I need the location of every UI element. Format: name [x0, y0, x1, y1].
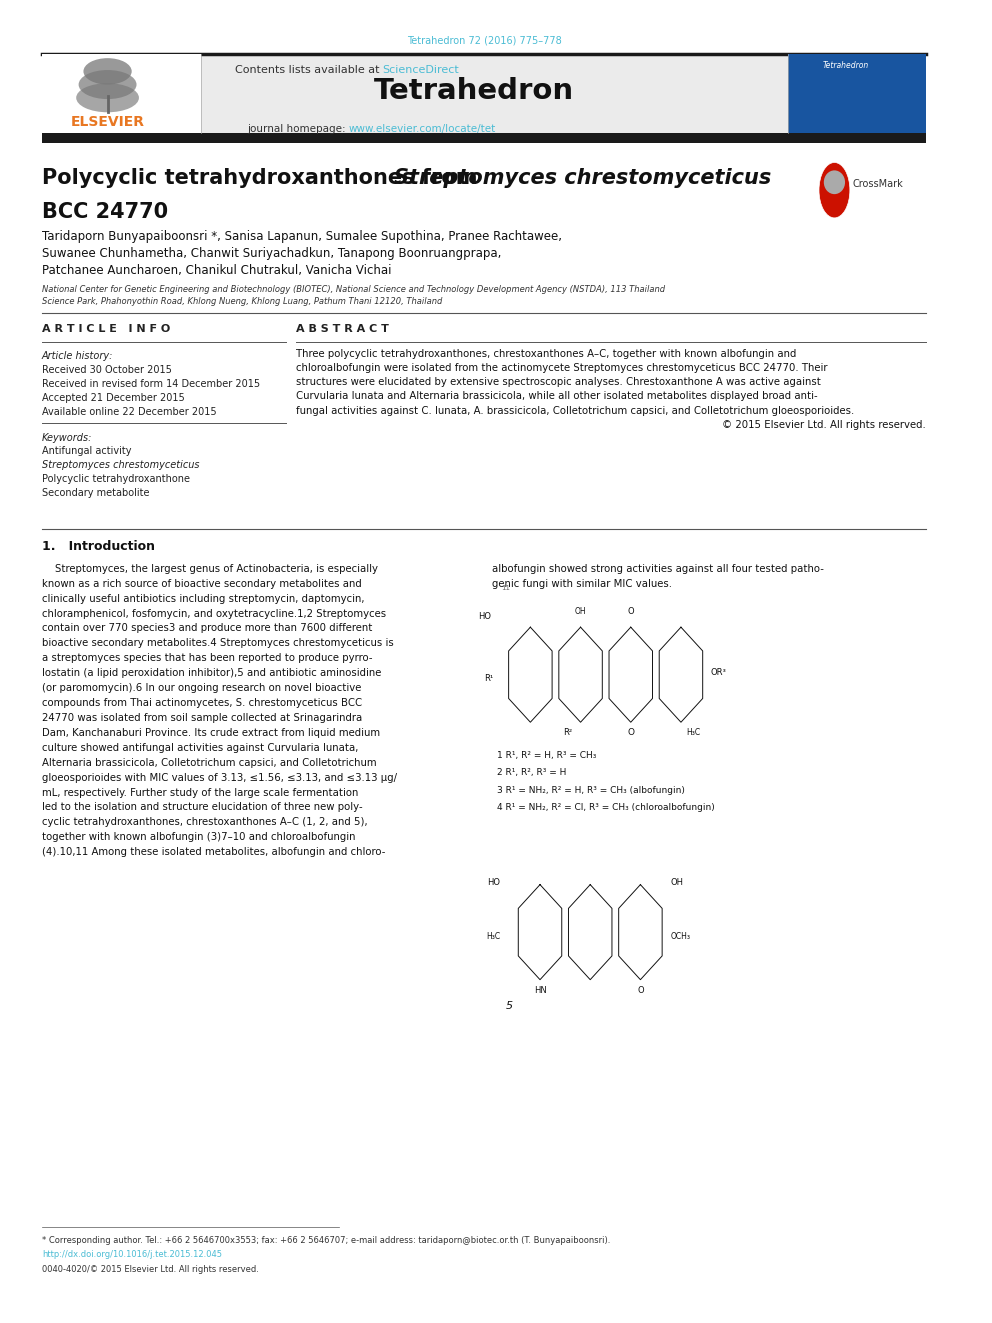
Text: Science Park, Phahonyothin Road, Khlong Nueng, Khlong Luang, Pathum Thani 12120,: Science Park, Phahonyothin Road, Khlong … — [42, 298, 442, 306]
Text: OCH₃: OCH₃ — [671, 931, 690, 941]
Text: Curvularia lunata and Alternaria brassicicola, while all other isolated metaboli: Curvularia lunata and Alternaria brassic… — [296, 392, 817, 401]
Text: 3 R¹ = NH₂, R² = H, R³ = CH₃ (albofungin): 3 R¹ = NH₂, R² = H, R³ = CH₃ (albofungin… — [497, 786, 684, 795]
Text: bioactive secondary metabolites.4 Streptomyces chrestomyceticus is: bioactive secondary metabolites.4 Strept… — [42, 639, 394, 648]
Text: together with known albofungin (3)7–10 and chloroalbofungin: together with known albofungin (3)7–10 a… — [42, 832, 355, 843]
Text: Received in revised form 14 December 2015: Received in revised form 14 December 201… — [42, 378, 260, 389]
Text: O: O — [627, 729, 634, 737]
Text: Received 30 October 2015: Received 30 October 2015 — [42, 365, 172, 376]
Ellipse shape — [823, 171, 845, 194]
Text: chloramphenicol, fosfomycin, and oxytetracycline.1,2 Streptomyces: chloramphenicol, fosfomycin, and oxytetr… — [42, 609, 386, 619]
Text: Secondary metabolite: Secondary metabolite — [42, 488, 150, 497]
Text: A B S T R A C T: A B S T R A C T — [296, 324, 389, 333]
Text: culture showed antifungal activities against Curvularia lunata,: culture showed antifungal activities aga… — [42, 742, 358, 753]
Text: Patchanee Auncharoen, Chanikul Chutrakul, Vanicha Vichai: Patchanee Auncharoen, Chanikul Chutrakul… — [42, 265, 392, 277]
Text: ELSEVIER: ELSEVIER — [70, 115, 145, 130]
Text: structures were elucidated by extensive spectroscopic analyses. Chrestoxanthone : structures were elucidated by extensive … — [296, 377, 820, 388]
Text: http://dx.doi.org/10.1016/j.tet.2015.12.045: http://dx.doi.org/10.1016/j.tet.2015.12.… — [42, 1250, 222, 1259]
Text: OH: OH — [574, 607, 586, 617]
Text: compounds from Thai actinomycetes, S. chrestomyceticus BCC: compounds from Thai actinomycetes, S. ch… — [42, 699, 362, 708]
Text: 11: 11 — [501, 585, 510, 591]
Text: CrossMark: CrossMark — [853, 179, 904, 189]
Bar — [42, 54, 927, 134]
Text: OR³: OR³ — [711, 668, 727, 676]
Text: O: O — [628, 607, 634, 617]
Text: A R T I C L E   I N F O: A R T I C L E I N F O — [42, 324, 171, 333]
Text: Streptomyces chrestomyceticus: Streptomyces chrestomyceticus — [394, 168, 772, 188]
Text: 1 R¹, R² = H, R³ = CH₃: 1 R¹, R² = H, R³ = CH₃ — [497, 751, 596, 761]
Text: albofungin showed strong activities against all four tested patho-: albofungin showed strong activities agai… — [492, 564, 823, 574]
Text: 5: 5 — [506, 1000, 513, 1011]
Text: Article history:: Article history: — [42, 351, 113, 361]
Text: Three polycyclic tetrahydroxanthones, chrestoxanthones A–C, together with known : Three polycyclic tetrahydroxanthones, ch… — [296, 348, 797, 359]
Ellipse shape — [78, 70, 137, 99]
Bar — [788, 54, 927, 134]
Text: R²: R² — [563, 729, 572, 737]
Text: Taridaporn Bunyapaiboonsri *, Sanisa Lapanun, Sumalee Supothina, Pranee Rachtawe: Taridaporn Bunyapaiboonsri *, Sanisa Lap… — [42, 230, 561, 243]
Text: BCC 24770: BCC 24770 — [42, 202, 168, 222]
Text: 0040-4020/© 2015 Elsevier Ltd. All rights reserved.: 0040-4020/© 2015 Elsevier Ltd. All right… — [42, 1265, 259, 1274]
Text: HN: HN — [534, 986, 547, 995]
Text: genic fungi with similar MIC values.: genic fungi with similar MIC values. — [492, 578, 672, 589]
Text: HO: HO — [478, 613, 491, 620]
Text: www.elsevier.com/locate/tet: www.elsevier.com/locate/tet — [349, 124, 496, 134]
Text: Tetrahedron 72 (2016) 775–778: Tetrahedron 72 (2016) 775–778 — [407, 36, 561, 46]
Text: OH: OH — [671, 877, 683, 886]
Text: Contents lists available at: Contents lists available at — [235, 65, 383, 75]
Text: Dam, Kanchanaburi Province. Its crude extract from liquid medium: Dam, Kanchanaburi Province. Its crude ex… — [42, 728, 380, 738]
Bar — [42, 134, 927, 143]
Text: known as a rich source of bioactive secondary metabolites and: known as a rich source of bioactive seco… — [42, 578, 362, 589]
Text: H₃C: H₃C — [686, 729, 700, 737]
Text: National Center for Genetic Engineering and Biotechnology (BIOTEC), National Sci: National Center for Genetic Engineering … — [42, 286, 665, 294]
Text: mL, respectively. Further study of the large scale fermentation: mL, respectively. Further study of the l… — [42, 787, 358, 798]
Text: Tetrahedron: Tetrahedron — [374, 77, 574, 105]
Text: Streptomyces chrestomyceticus: Streptomyces chrestomyceticus — [42, 460, 199, 470]
Text: led to the isolation and structure elucidation of three new poly-: led to the isolation and structure eluci… — [42, 803, 362, 812]
Text: * Corresponding author. Tel.: +66 2 5646700x3553; fax: +66 2 5646707; e-mail add: * Corresponding author. Tel.: +66 2 5646… — [42, 1236, 610, 1245]
Text: (4).10,11 Among these isolated metabolites, albofungin and chloro-: (4).10,11 Among these isolated metabolit… — [42, 847, 385, 857]
Text: H₃C: H₃C — [486, 931, 500, 941]
Text: © 2015 Elsevier Ltd. All rights reserved.: © 2015 Elsevier Ltd. All rights reserved… — [722, 419, 927, 430]
Text: 24770 was isolated from soil sample collected at Srinagarindra: 24770 was isolated from soil sample coll… — [42, 713, 362, 722]
Text: ScienceDirect: ScienceDirect — [383, 65, 459, 75]
Text: Alternaria brassicicola, Colletotrichum capsici, and Colletotrichum: Alternaria brassicicola, Colletotrichum … — [42, 758, 377, 767]
Text: Antifungal activity: Antifungal activity — [42, 446, 131, 456]
Text: Polycyclic tetrahydroxanthones from: Polycyclic tetrahydroxanthones from — [42, 168, 485, 188]
Text: cyclic tetrahydroxanthones, chrestoxanthones A–C (1, 2, and 5),: cyclic tetrahydroxanthones, chrestoxanth… — [42, 818, 368, 827]
Ellipse shape — [83, 58, 132, 85]
Text: fungal activities against C. lunata, A. brassicicola, Colletotrichum capsici, an: fungal activities against C. lunata, A. … — [296, 406, 854, 415]
Text: Suwanee Chunhametha, Chanwit Suriyachadkun, Tanapong Boonruangprapa,: Suwanee Chunhametha, Chanwit Suriyachadk… — [42, 247, 501, 259]
Text: 4 R¹ = NH₂, R² = Cl, R³ = CH₃ (chloroalbofungin): 4 R¹ = NH₂, R² = Cl, R³ = CH₃ (chloroalb… — [497, 803, 714, 812]
Text: a streptomyces species that has been reported to produce pyrro-: a streptomyces species that has been rep… — [42, 654, 372, 663]
Ellipse shape — [76, 83, 139, 112]
Text: 2 R¹, R², R³ = H: 2 R¹, R², R³ = H — [497, 769, 566, 778]
Text: 1.   Introduction: 1. Introduction — [42, 540, 155, 553]
Text: Tetrahedron: Tetrahedron — [823, 61, 869, 70]
Text: lostatin (a lipid peroxidation inhibitor),5 and antibiotic aminosidine: lostatin (a lipid peroxidation inhibitor… — [42, 668, 381, 679]
Bar — [42, 54, 201, 134]
Text: O: O — [637, 986, 644, 995]
Text: gloeosporioides with MIC values of 3.13, ≤1.56, ≤3.13, and ≤3.13 μg/: gloeosporioides with MIC values of 3.13,… — [42, 773, 397, 783]
Text: Available online 22 December 2015: Available online 22 December 2015 — [42, 406, 216, 417]
Text: HO: HO — [487, 877, 500, 886]
Text: (or paromomycin).6 In our ongoing research on novel bioactive: (or paromomycin).6 In our ongoing resear… — [42, 683, 361, 693]
Text: contain over 770 species3 and produce more than 7600 different: contain over 770 species3 and produce mo… — [42, 623, 372, 634]
Text: Streptomyces, the largest genus of Actinobacteria, is especially: Streptomyces, the largest genus of Actin… — [42, 564, 378, 574]
Text: chloroalbofungin were isolated from the actinomycete Streptomyces chrestomycetic: chloroalbofungin were isolated from the … — [296, 363, 827, 373]
Text: Polycyclic tetrahydroxanthone: Polycyclic tetrahydroxanthone — [42, 474, 189, 484]
Text: clinically useful antibiotics including streptomycin, daptomycin,: clinically useful antibiotics including … — [42, 594, 364, 603]
Text: Keywords:: Keywords: — [42, 433, 92, 443]
Ellipse shape — [819, 163, 850, 218]
Text: R¹: R¹ — [484, 675, 494, 683]
Text: journal homepage:: journal homepage: — [247, 124, 349, 134]
Text: Accepted 21 December 2015: Accepted 21 December 2015 — [42, 393, 185, 402]
